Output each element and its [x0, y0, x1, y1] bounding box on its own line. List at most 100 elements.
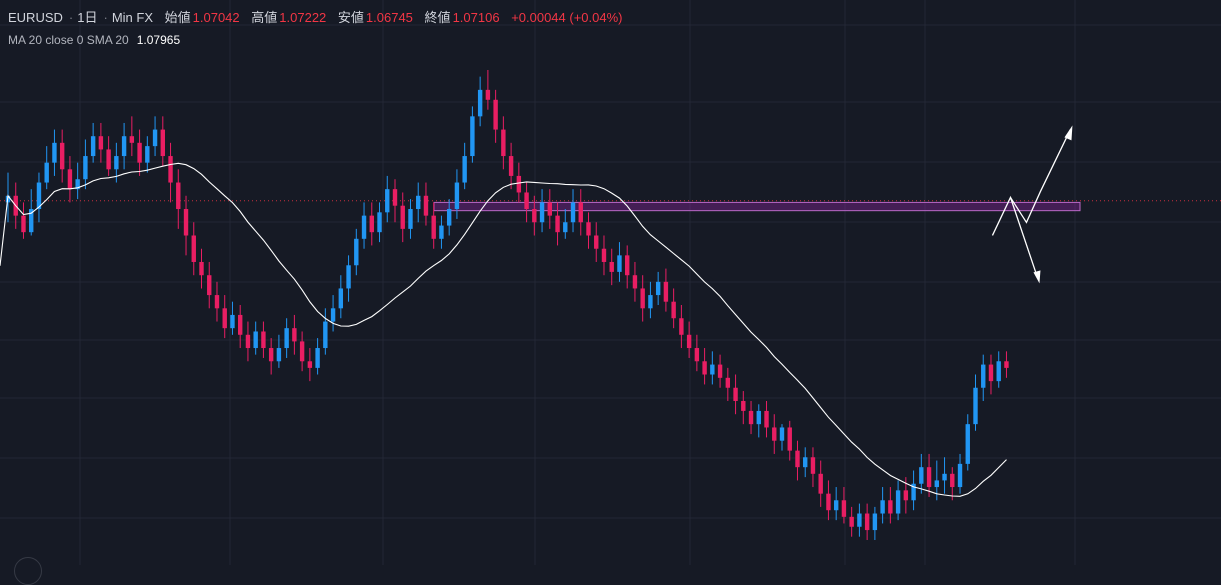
resistance-zone-box — [433, 201, 1081, 212]
candle-up — [284, 328, 289, 349]
candle-down — [679, 318, 684, 335]
open-label: 始値 — [164, 10, 191, 25]
candle-down — [199, 261, 204, 276]
close-label: 終値 — [424, 10, 451, 25]
candle-up — [648, 295, 653, 309]
candle-down — [400, 205, 405, 229]
candle-down — [183, 209, 189, 236]
candle-down — [663, 281, 669, 302]
candle-down — [926, 467, 932, 488]
candle-down — [694, 348, 700, 362]
candle-down — [21, 215, 26, 233]
candle-down — [741, 400, 746, 411]
candle-up — [83, 156, 88, 180]
candle-down — [717, 364, 723, 378]
scenario-arrows[interactable] — [991, 125, 1073, 284]
candle-down — [702, 361, 707, 375]
downside-scenario-path — [991, 195, 1039, 278]
candle-down — [950, 473, 955, 488]
candle-down — [594, 235, 599, 249]
candle-down — [818, 473, 823, 494]
source-label: Min FX — [111, 10, 153, 25]
candle-up — [361, 215, 367, 239]
candle-up — [779, 427, 785, 441]
candle-down — [307, 361, 313, 368]
candle-down — [369, 215, 374, 233]
candle-down — [392, 189, 398, 206]
interval-label[interactable]: 1日 — [77, 10, 98, 25]
upside-arrowhead — [1064, 125, 1073, 141]
candle-down — [609, 261, 614, 272]
candle-down — [59, 142, 65, 170]
separator-dot: · — [103, 10, 108, 25]
candle-up — [655, 281, 661, 296]
candle-up — [323, 321, 328, 349]
candle-up — [408, 209, 413, 229]
candle-up — [973, 387, 978, 425]
candle-down — [725, 377, 731, 388]
candle-down — [98, 136, 104, 150]
candle-down — [299, 341, 305, 362]
candle-up — [563, 222, 568, 233]
candle-down — [207, 275, 212, 296]
close-value: 1.07106 — [452, 10, 500, 25]
candle-up — [477, 89, 483, 117]
symbol-name[interactable]: EURUSD — [8, 10, 63, 25]
candle-down — [137, 142, 142, 163]
candle-down — [864, 513, 870, 531]
candle-down — [625, 255, 630, 276]
candle-up — [462, 156, 467, 183]
high-label: 高値 — [251, 10, 278, 25]
candle-up — [330, 308, 336, 322]
candle-down — [640, 288, 645, 309]
candle-down — [191, 235, 196, 262]
candle-up — [114, 156, 119, 170]
candle-down — [849, 516, 854, 527]
candle-down — [106, 149, 111, 170]
candle-down — [292, 328, 297, 342]
scroll-button[interactable] — [14, 557, 42, 585]
high-value: 1.07222 — [279, 10, 327, 25]
price-chart[interactable] — [0, 0, 1221, 565]
candle-up — [338, 288, 344, 309]
candle-down — [532, 209, 537, 223]
candle-up — [996, 361, 1001, 382]
candle-up — [276, 348, 282, 362]
candlestick-series[interactable] — [5, 70, 1009, 540]
candle-down — [160, 129, 165, 157]
candle-down — [261, 331, 266, 349]
candle-up — [385, 189, 390, 213]
candle-down — [524, 192, 529, 210]
candle-up — [895, 490, 901, 514]
candle-up — [919, 467, 924, 484]
candle-up — [152, 129, 158, 147]
candle-up — [377, 212, 382, 233]
candle-up — [145, 146, 150, 163]
candle-up — [439, 225, 444, 239]
candle-down — [578, 202, 583, 223]
candle-down — [733, 387, 738, 401]
candle-up — [454, 182, 460, 210]
candle-up — [52, 142, 57, 163]
candle-down — [129, 136, 135, 143]
low-label: 安値 — [337, 10, 364, 25]
change-value: +0.00044 (+0.04%) — [511, 10, 623, 25]
candle-down — [508, 156, 514, 176]
candle-down — [787, 427, 792, 451]
candle-up — [710, 364, 715, 375]
candle-down — [493, 99, 498, 130]
ma-20-line[interactable] — [0, 162, 1007, 497]
candle-down — [988, 364, 994, 382]
candle-down — [245, 334, 251, 349]
downside-arrowhead — [1033, 270, 1041, 284]
candle-down — [903, 490, 909, 501]
sma-polyline — [0, 162, 1007, 497]
candle-up — [470, 116, 475, 157]
candle-down — [772, 427, 777, 441]
candle-up — [872, 513, 878, 531]
indicator-legend[interactable]: MA 20 close 0 SMA 20 1.07965 — [8, 33, 180, 47]
candle-down — [748, 410, 754, 425]
resistance-zone[interactable] — [433, 201, 1081, 212]
candle-down — [810, 457, 816, 474]
